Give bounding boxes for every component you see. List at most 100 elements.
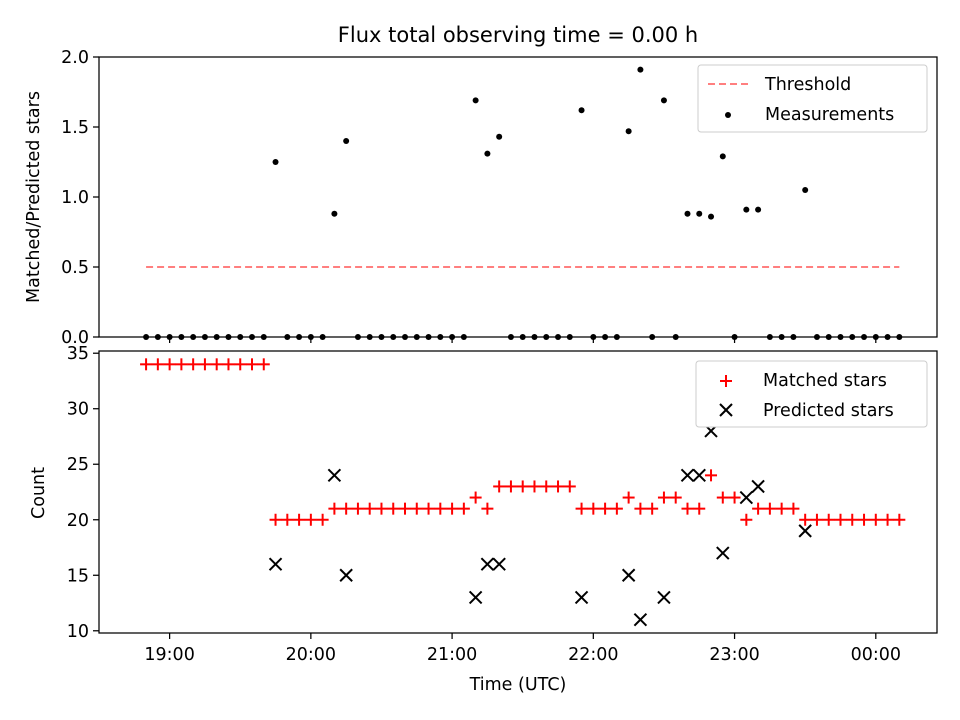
measurement-point — [684, 210, 691, 217]
matched-star-marker — [681, 502, 694, 515]
matched-star-marker — [752, 502, 765, 515]
matched-star-marker — [375, 502, 388, 515]
matched-star-marker — [693, 502, 706, 515]
matched-star-marker — [493, 480, 506, 493]
measurements-legend-label: Measurements — [765, 105, 894, 125]
measurement-point — [637, 66, 644, 73]
matched-star-marker — [351, 502, 364, 515]
matched-star-marker — [893, 513, 906, 526]
matched-star-marker — [799, 513, 812, 526]
matched-star-marker — [163, 358, 176, 371]
matched-star-marker — [634, 502, 647, 515]
matched-star-marker — [763, 502, 776, 515]
top-legend: Threshold Measurements — [697, 64, 928, 133]
bottom-legend: Matched stars Predicted stars — [695, 360, 928, 428]
matched-star-marker — [340, 502, 353, 515]
top-plot-frame — [98, 56, 938, 338]
measurement-point — [660, 97, 667, 104]
measurement-point — [802, 187, 809, 193]
top-y-tick-label: 1.0 — [61, 188, 89, 208]
matched-star-marker — [210, 358, 223, 371]
matched-star-marker — [504, 480, 517, 493]
matched-star-marker — [716, 491, 729, 504]
x-tick-label: 21:00 — [427, 645, 477, 665]
top-panel: Flux total observing time = 0.00 h Match… — [24, 23, 938, 348]
matched-star-marker — [304, 513, 317, 526]
matched-star-marker — [410, 502, 423, 515]
predicted-star-marker — [480, 557, 495, 571]
measurement-point — [343, 138, 350, 144]
top-y-tick-label: 0.0 — [61, 328, 89, 348]
predicted-star-marker — [716, 546, 730, 560]
matched-star-marker — [563, 480, 576, 493]
matched-star-marker — [140, 358, 153, 371]
predicted-star-marker — [621, 568, 636, 582]
matched-star-marker — [728, 491, 741, 504]
predicted-legend-label: Predicted stars — [763, 401, 894, 421]
x-tick-label: 22:00 — [568, 645, 618, 665]
matched-star-marker — [657, 491, 670, 504]
top-y-tick-label: 1.5 — [61, 118, 89, 138]
top-legend-box — [697, 64, 928, 133]
measurement-point — [331, 210, 338, 217]
matched-star-marker — [787, 502, 800, 515]
measurement-point — [719, 153, 726, 160]
matched-star-marker — [234, 358, 247, 371]
matched-star-marker — [328, 502, 341, 515]
matched-star-marker — [481, 502, 494, 515]
predicted-star-marker — [657, 590, 671, 605]
bottom-y-axis-label: Count — [29, 467, 49, 519]
bottom-y-tick-label: 30 — [67, 400, 89, 420]
bottom-legend-box — [695, 360, 928, 428]
matched-star-marker — [399, 502, 412, 515]
matched-star-marker — [316, 513, 329, 526]
bottom-y-tick-label: 10 — [67, 622, 89, 642]
matched-star-marker — [610, 502, 623, 515]
measurement-point — [743, 206, 750, 213]
matched-star-marker — [881, 513, 894, 526]
matched-star-marker — [187, 358, 200, 371]
bottom-y-tick-label: 20 — [67, 511, 89, 531]
predicted-star-marker — [339, 568, 353, 582]
matched-star-marker — [281, 513, 294, 526]
bottom-plot-area: 10 15 20 25 30 35 19:00 20:00 21:00 22:00 23:00 00:… — [67, 344, 906, 665]
matched-star-marker — [575, 502, 588, 515]
predicted-star-marker — [492, 557, 506, 571]
matched-legend-swatch — [720, 375, 732, 387]
x-tick-label: 20:00 — [286, 645, 336, 665]
predicted-star-marker — [680, 468, 695, 483]
x-tick-label: 23:00 — [709, 645, 759, 665]
chart-title: Flux total observing time = 0.00 h — [338, 23, 698, 47]
matched-star-marker — [198, 358, 211, 371]
matched-star-marker — [422, 502, 435, 515]
x-axis-label: Time (UTC) — [469, 675, 567, 695]
matched-star-marker — [363, 502, 376, 515]
matched-star-marker — [622, 491, 635, 504]
measurement-point — [755, 206, 762, 213]
matched-star-marker — [269, 513, 282, 526]
bottom-y-tick-label: 35 — [67, 344, 89, 364]
matched-star-marker — [222, 358, 235, 371]
matched-star-marker — [257, 358, 270, 371]
measurement-point — [696, 210, 703, 217]
matched-star-marker — [516, 480, 529, 493]
matched-star-marker — [457, 502, 470, 515]
matched-star-marker — [293, 513, 306, 526]
predicted-star-marker — [798, 524, 812, 538]
x-tick-label: 19:00 — [144, 645, 194, 665]
x-tick-label: 00:00 — [851, 645, 901, 665]
predicted-legend-swatch — [719, 403, 733, 417]
threshold-legend-label: Threshold — [764, 75, 851, 95]
measurement-point — [272, 159, 279, 165]
matched-star-marker — [552, 480, 565, 493]
matched-star-marker — [151, 358, 164, 371]
measurement-point — [708, 213, 715, 220]
matched-star-marker — [599, 502, 612, 515]
top-y-tick-label: 0.5 — [61, 258, 89, 278]
matched-star-marker — [869, 513, 882, 526]
predicted-star-marker — [268, 557, 283, 571]
matched-star-marker — [810, 513, 823, 526]
bottom-y-tick-label: 25 — [67, 455, 89, 475]
top-y-tick-label: 2.0 — [61, 48, 89, 68]
